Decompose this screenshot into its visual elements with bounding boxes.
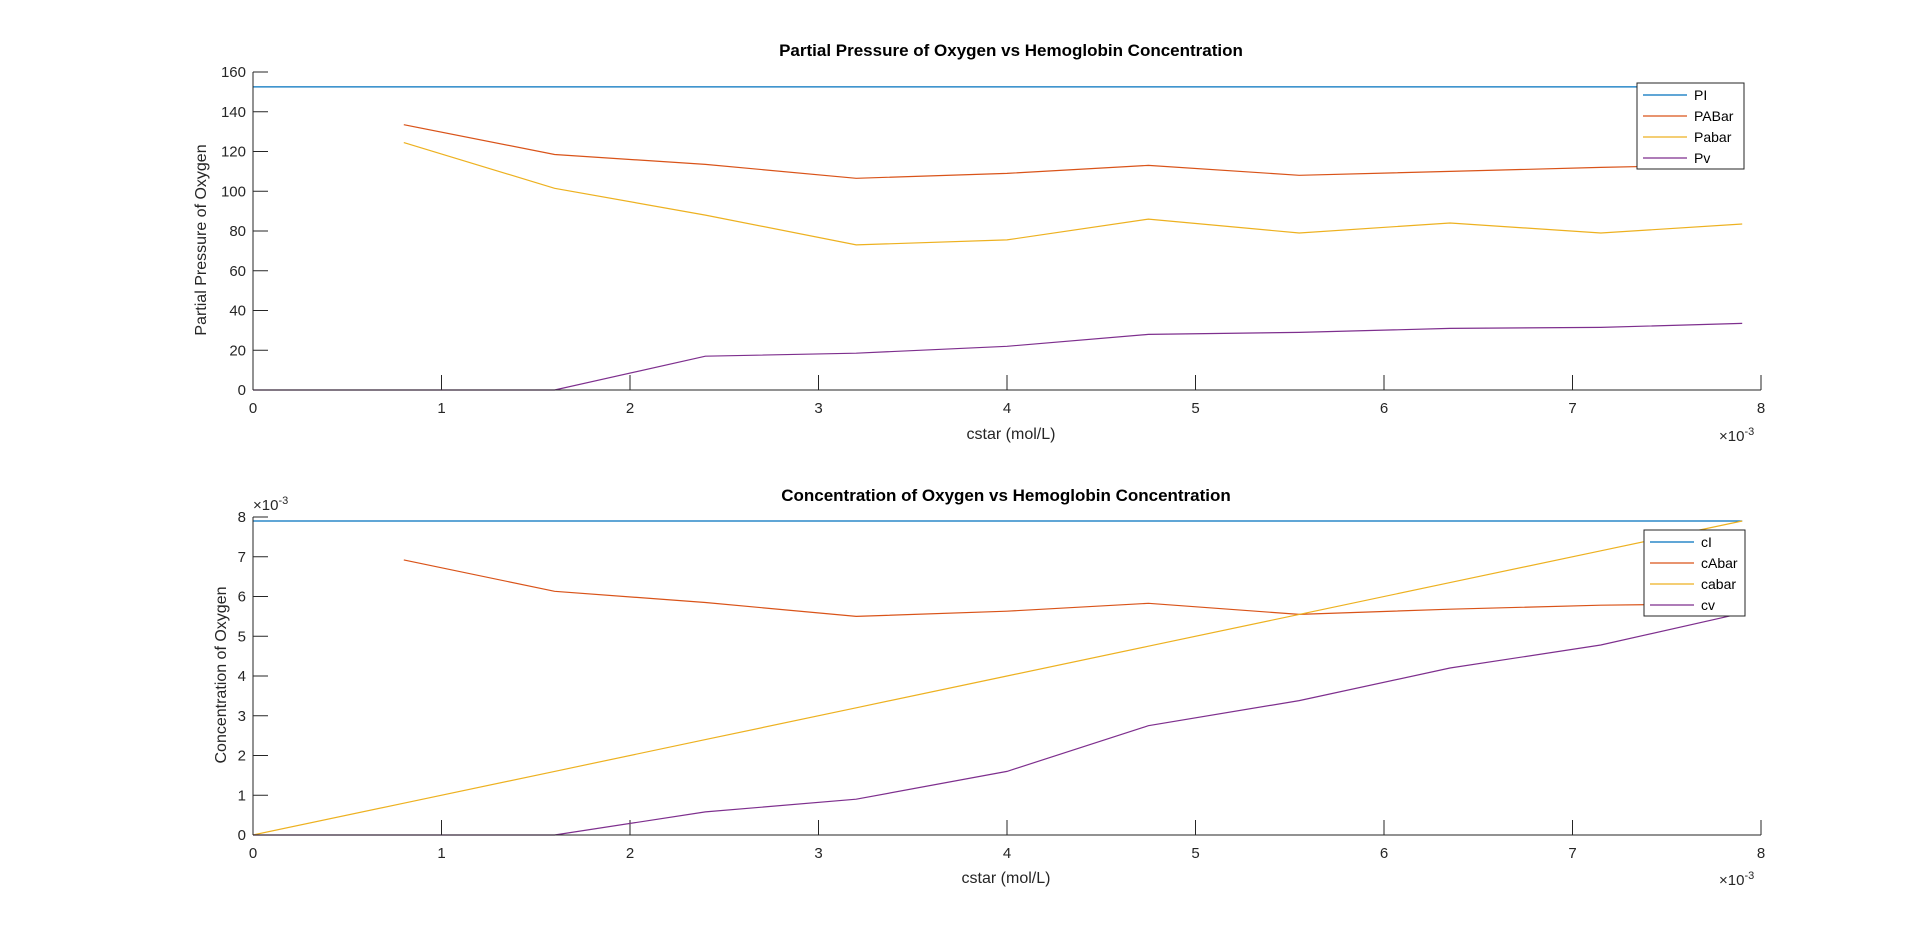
legend-box [1636,82,1745,170]
x-exponent-label: ×10-3 [1719,426,1754,445]
legend-entry-Pv: Pv [1694,150,1710,166]
y-tick-label: 60 [229,263,246,280]
x-tick-label: 0 [249,400,257,417]
x-tick-label: 3 [814,400,822,417]
series-line-cabar [252,520,1743,836]
legend-entry-cabar: cabar [1701,576,1736,592]
x-tick-label: 0 [249,845,257,862]
axis-ticks: 0 1 2 3 4 5 6 7 8 0 1 2 3 4 5 6 7 8 [238,509,1766,862]
x-tick-label: 1 [437,400,445,417]
y-tick-label: 20 [229,342,246,359]
y-tick-label: 5 [238,628,246,645]
x-tick-label: 4 [1003,845,1011,862]
y-tick-label: 40 [229,303,246,320]
x-tick-label: 5 [1191,845,1199,862]
y-tick-label: 100 [221,183,246,200]
x-tick-label: 2 [626,845,634,862]
y-tick-label: 8 [238,509,246,526]
y-tick-label: 160 [221,64,246,81]
x-axis-label: cstar (mol/L) [967,426,1056,443]
legend-entry-cAbar: cAbar [1701,555,1738,571]
series-line-cAbar [403,559,1743,618]
y-axis-label: Concentration of Oxygen [213,587,230,764]
legend-entry-cv: cv [1701,597,1715,613]
legend: PI PABar Pabar Pv [1636,82,1745,170]
y-tick-label: 0 [238,827,246,844]
y-tick-label: 120 [221,144,246,161]
x-exponent-label: ×10-3 [1719,870,1754,889]
y-tick-label: 140 [221,104,246,121]
chart-title: Concentration of Oxygen vs Hemoglobin Co… [781,486,1231,505]
subplot-concentration: Concentration of Oxygen vs Hemoglobin Co… [213,486,1765,889]
x-tick-label: 8 [1757,845,1765,862]
legend-entry-PI: PI [1694,87,1707,103]
x-tick-label: 1 [437,845,445,862]
y-tick-label: 1 [238,787,246,804]
y-tick-label: 80 [229,223,246,240]
x-tick-label: 7 [1568,845,1576,862]
legend: cI cAbar cabar cv [1643,529,1746,617]
y-tick-label: 2 [238,748,246,765]
x-tick-label: 2 [626,400,634,417]
x-tick-label: 6 [1380,845,1388,862]
x-tick-label: 7 [1568,400,1576,417]
y-tick-label: 7 [238,549,246,566]
y-tick-label: 3 [238,708,246,725]
series-line-Pabar [403,142,1743,246]
legend-box [1643,529,1746,617]
y-tick-label: 4 [238,668,246,685]
x-tick-label: 4 [1003,400,1011,417]
series-line-PABar [403,124,1743,179]
y-axis-label: Partial Pressure of Oxygen [193,144,210,335]
x-axis-label: cstar (mol/L) [962,870,1051,887]
legend-entry-PABar: PABar [1694,108,1734,124]
subplot-partial-pressure: Partial Pressure of Oxygen vs Hemoglobin… [193,41,1765,445]
x-tick-label: 8 [1757,400,1765,417]
x-tick-label: 6 [1380,400,1388,417]
legend-entry-Pabar: Pabar [1694,129,1732,145]
x-tick-label: 3 [814,845,822,862]
y-tick-label: 0 [238,382,246,399]
y-tick-label: 6 [238,589,246,606]
legend-entry-cI: cI [1701,534,1712,550]
x-tick-label: 5 [1191,400,1199,417]
chart-title: Partial Pressure of Oxygen vs Hemoglobin… [779,41,1243,60]
y-exponent-label: ×10-3 [253,495,288,514]
series-lines [252,520,1743,836]
